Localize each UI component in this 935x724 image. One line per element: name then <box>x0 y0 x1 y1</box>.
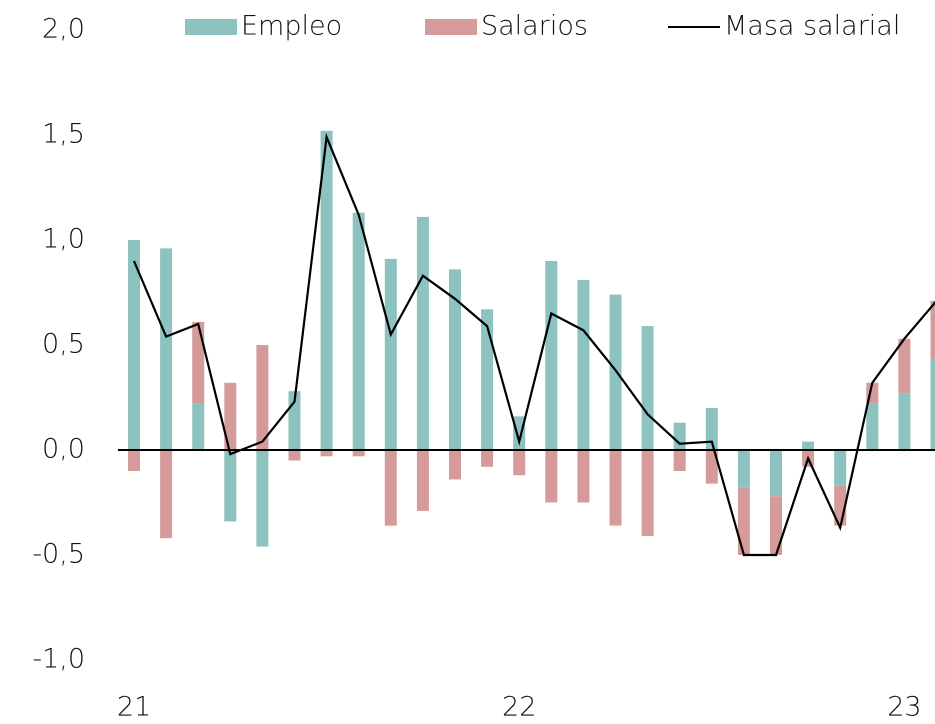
x-tick-label: 21 <box>117 692 151 723</box>
bar-segment <box>481 450 494 467</box>
bar-segment <box>737 450 750 488</box>
bar-segment <box>705 450 718 484</box>
bar-segment <box>256 345 269 450</box>
bar-segment <box>352 212 365 450</box>
y-tick-label: -1,0 <box>32 644 85 675</box>
bar-segment <box>160 248 173 450</box>
bar-segment <box>384 258 397 450</box>
y-tick-label: 1,5 <box>42 119 85 150</box>
bar-segment <box>834 450 847 486</box>
legend-label: Salarios <box>481 11 588 42</box>
bar-segment <box>449 450 461 480</box>
bar-segment <box>545 450 558 503</box>
bar-segment <box>930 300 935 360</box>
bar-segment <box>545 261 558 450</box>
legend-label: Masa salarial <box>724 11 900 42</box>
bar-segment <box>416 216 429 450</box>
x-tick-label: 22 <box>502 692 536 723</box>
bar-segment <box>930 359 935 450</box>
bar-segment <box>416 450 429 511</box>
bar-segment <box>288 450 301 461</box>
bar-segment <box>192 403 205 450</box>
y-tick-label: 1,0 <box>42 224 85 255</box>
bar-segment <box>481 309 494 450</box>
y-tick-label: 0,0 <box>42 434 85 465</box>
y-tick-label: -0,5 <box>32 539 85 570</box>
bar-segment <box>802 441 815 450</box>
bar-segment <box>513 450 526 476</box>
bar-segment <box>224 450 237 522</box>
bar-segment <box>609 294 622 450</box>
bar-segment <box>609 450 622 526</box>
bar-segment <box>673 422 686 450</box>
x-tick-label: 23 <box>887 692 921 723</box>
bar-segment <box>320 130 333 451</box>
bar-segment <box>866 403 879 450</box>
bar-segment <box>449 269 461 450</box>
bar-segment <box>770 450 782 497</box>
bar-segment <box>128 450 140 471</box>
legend-label: Empleo <box>241 11 342 42</box>
bar-segment <box>770 496 782 555</box>
bar-segment <box>898 393 911 450</box>
bar-segment <box>256 450 269 547</box>
legend-swatch <box>185 19 237 35</box>
bar-segment <box>737 487 750 555</box>
bar-segment <box>160 450 173 539</box>
bar-segment <box>641 326 654 450</box>
bar-segment <box>577 450 590 503</box>
bar-segment <box>352 450 365 457</box>
line-series <box>132 132 935 557</box>
y-tick-label: 0,5 <box>42 329 85 360</box>
bar-segment <box>513 416 526 450</box>
bar-segment <box>673 450 686 471</box>
bar-segment <box>384 450 397 526</box>
bar-segment <box>320 450 333 457</box>
bar-segment <box>641 450 654 537</box>
bar-segment <box>128 240 140 450</box>
y-tick-label: 2,0 <box>42 14 85 45</box>
legend-swatch <box>425 19 477 35</box>
bar-segment <box>192 321 205 404</box>
bar-segment <box>898 338 911 394</box>
bar-segment <box>577 279 590 450</box>
bar-segment <box>705 408 718 450</box>
bar-segment <box>224 382 237 450</box>
